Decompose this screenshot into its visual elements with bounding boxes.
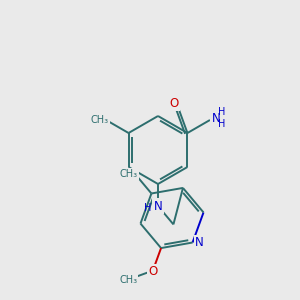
Text: CH₃: CH₃ [91,115,109,125]
Text: CH₃: CH₃ [119,275,137,285]
Text: H: H [218,107,226,117]
Text: N: N [154,200,162,212]
Text: O: O [148,265,158,278]
Text: O: O [169,97,178,110]
Text: N: N [212,112,220,124]
Text: N: N [195,236,204,249]
Text: CH₃: CH₃ [120,169,138,178]
Text: H: H [144,203,152,213]
Text: H: H [218,119,226,129]
